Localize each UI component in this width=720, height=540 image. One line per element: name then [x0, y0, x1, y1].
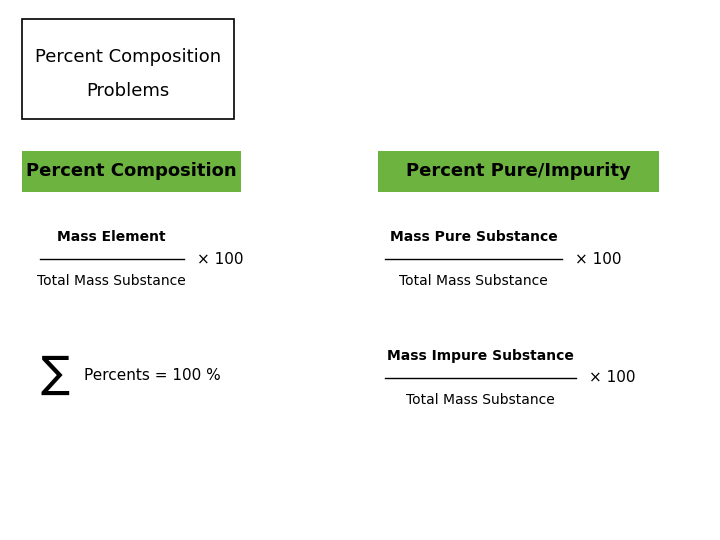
Text: Mass Impure Substance: Mass Impure Substance [387, 349, 574, 363]
Text: $\sum$: $\sum$ [40, 354, 70, 397]
Text: × 100: × 100 [197, 252, 243, 267]
Text: Percent Composition: Percent Composition [35, 48, 221, 66]
FancyBboxPatch shape [22, 19, 234, 119]
Text: Mass Pure Substance: Mass Pure Substance [390, 230, 557, 244]
FancyBboxPatch shape [22, 151, 241, 192]
Text: Total Mass Substance: Total Mass Substance [406, 393, 555, 407]
Text: × 100: × 100 [575, 252, 621, 267]
Text: Percent Composition: Percent Composition [26, 163, 237, 180]
Text: Problems: Problems [86, 82, 169, 100]
Text: Percents = 100 %: Percents = 100 % [84, 368, 221, 383]
Text: Total Mass Substance: Total Mass Substance [37, 274, 186, 288]
Text: Total Mass Substance: Total Mass Substance [399, 274, 548, 288]
FancyBboxPatch shape [378, 151, 659, 192]
Text: Mass Element: Mass Element [58, 230, 166, 244]
Text: Percent Pure/Impurity: Percent Pure/Impurity [406, 163, 631, 180]
Text: × 100: × 100 [589, 370, 636, 386]
